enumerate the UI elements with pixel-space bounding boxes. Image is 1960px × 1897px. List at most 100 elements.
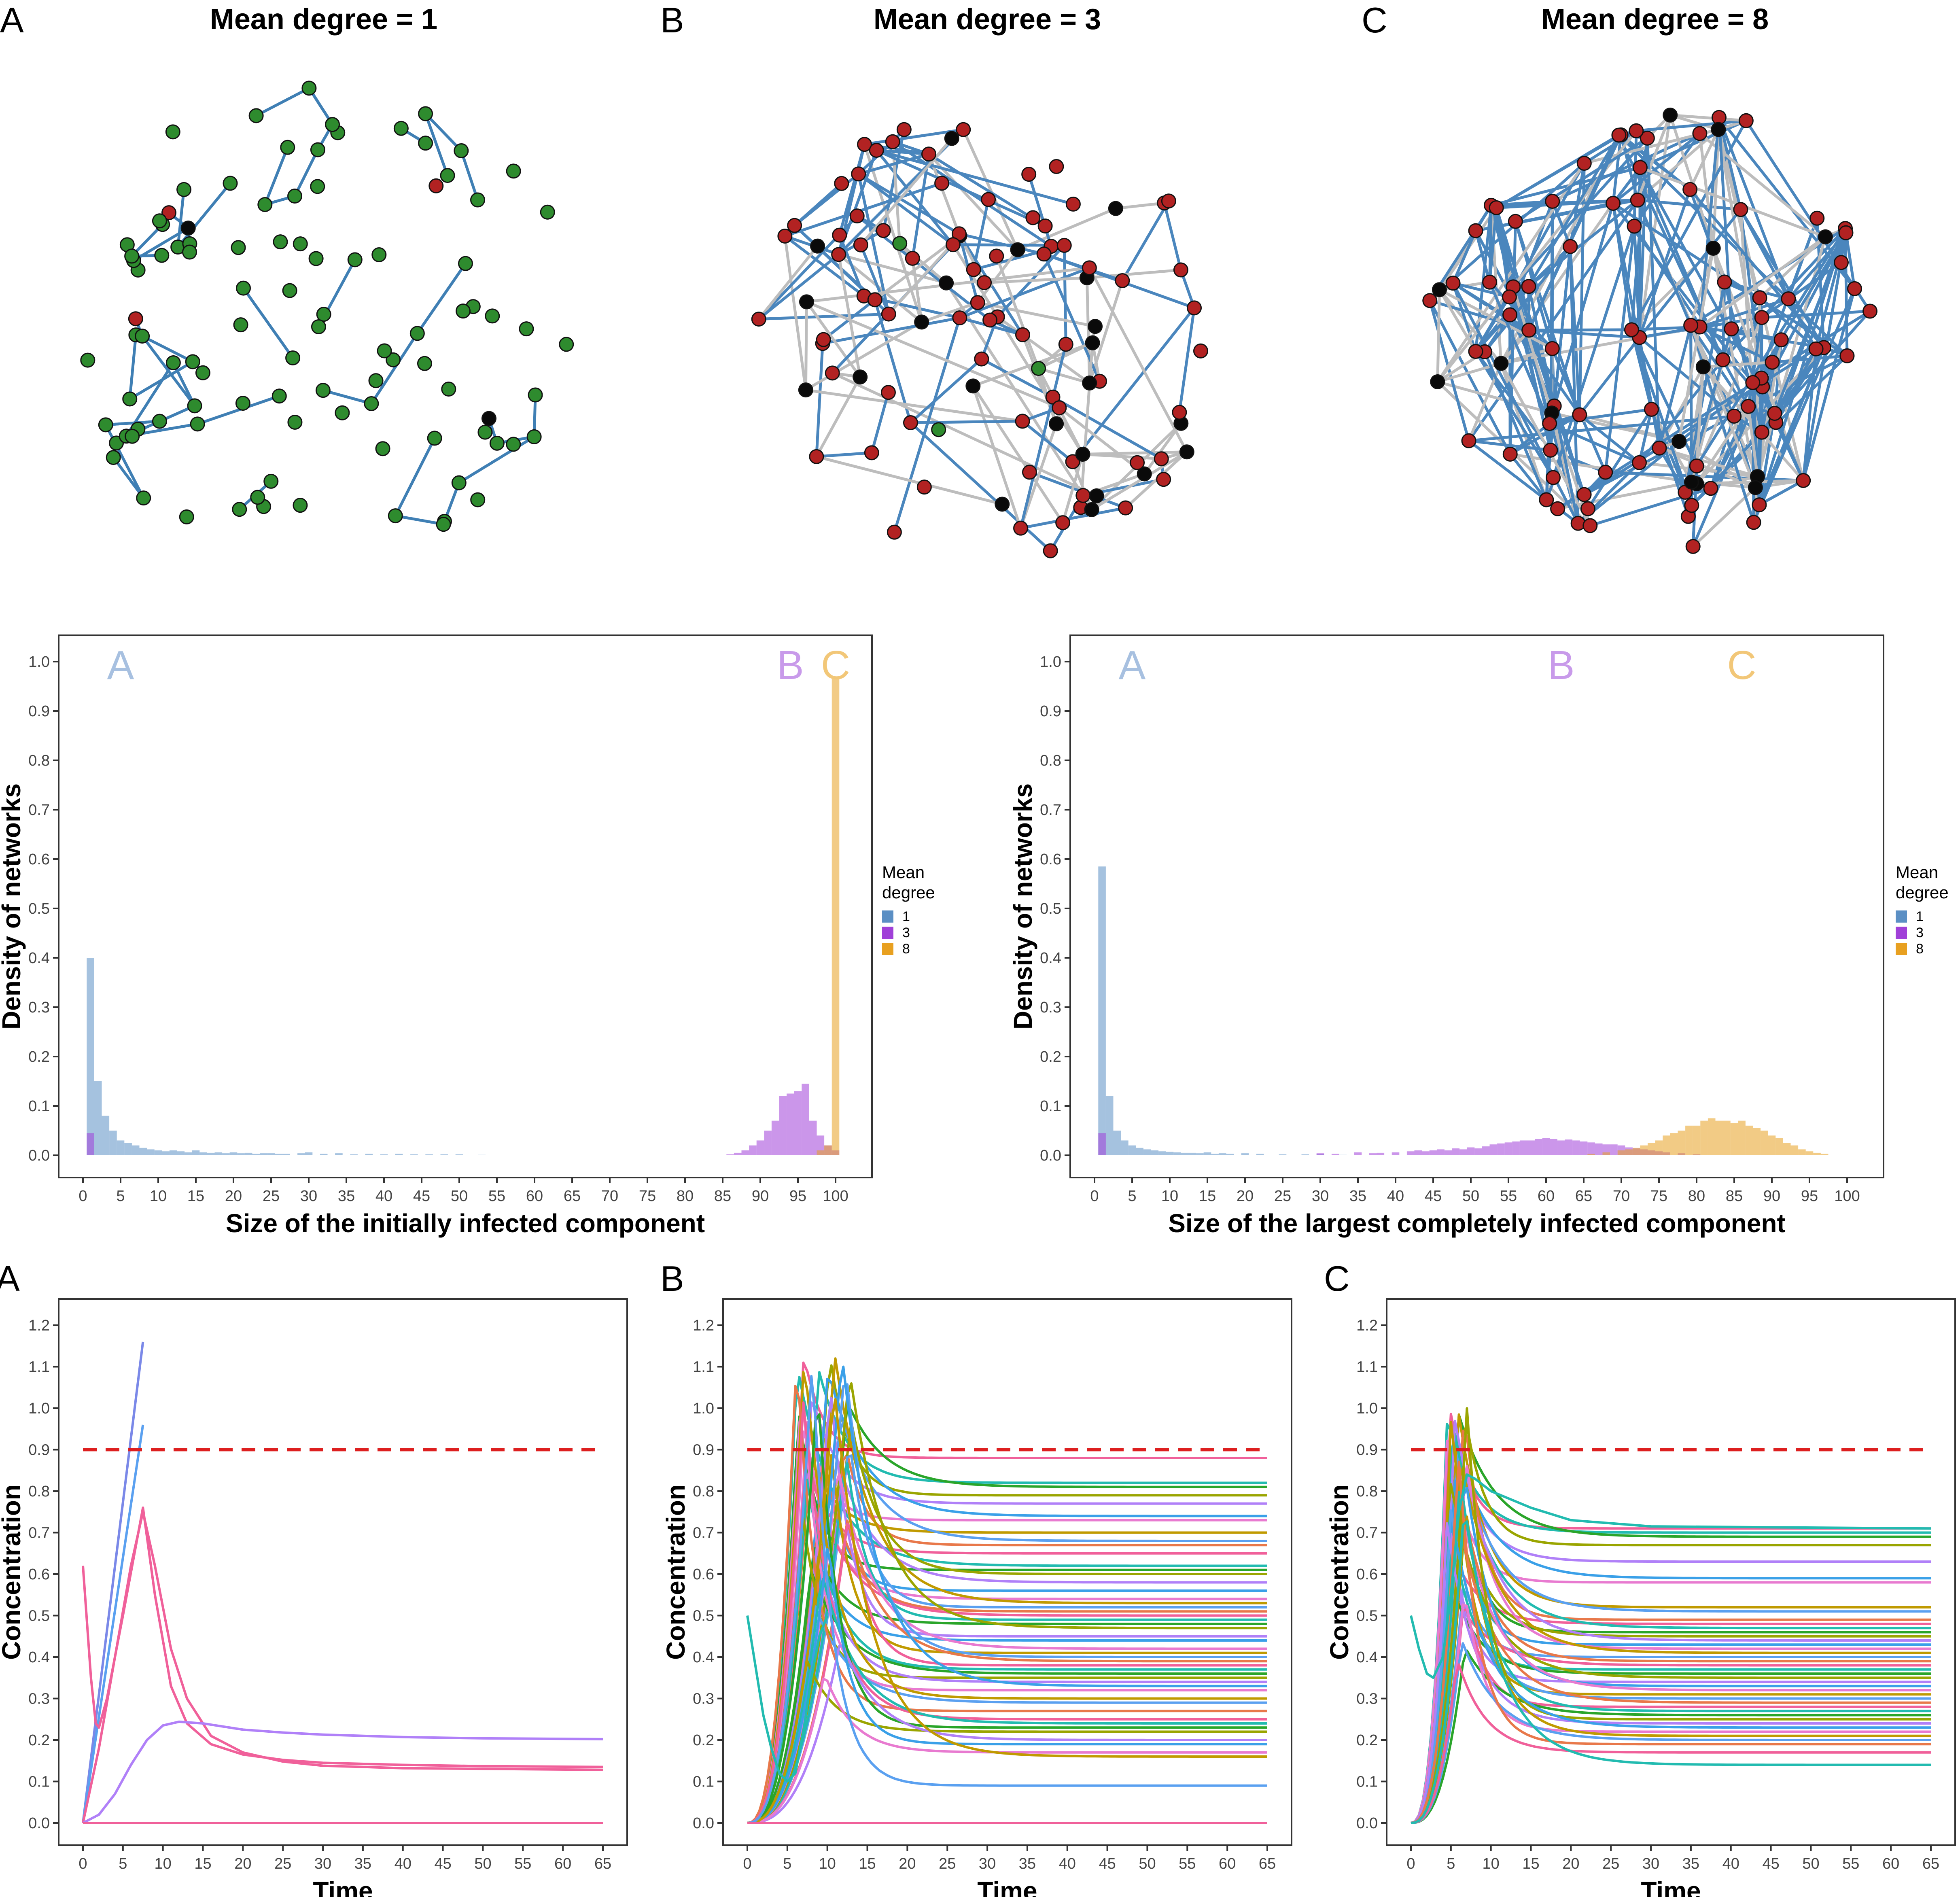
- y-tick-label: 0.3: [693, 1691, 714, 1708]
- histogram-bar: [1798, 1149, 1806, 1155]
- network-node: [287, 414, 303, 430]
- network-node: [1036, 246, 1052, 262]
- x-tick-label: 55: [514, 1855, 531, 1872]
- histogram-bar: [1226, 1154, 1234, 1155]
- network-edge: [857, 174, 890, 314]
- annotation-letter: A: [107, 643, 134, 688]
- x-tick-label: 50: [1139, 1855, 1156, 1872]
- histogram-bar: [1113, 1131, 1121, 1155]
- y-tick-label: 0.6: [693, 1566, 714, 1583]
- histogram-bar: [1685, 1125, 1693, 1155]
- network-edge: [757, 245, 819, 320]
- histogram-bar: [1617, 1150, 1625, 1155]
- network-edge: [1695, 367, 1705, 466]
- network-node: [857, 137, 872, 152]
- x-tick-label: 25: [939, 1855, 956, 1872]
- y-tick-label: 1.2: [28, 1317, 50, 1334]
- plot-frame: [58, 634, 873, 1178]
- network-edge: [1709, 416, 1736, 489]
- network-edge: [1027, 174, 1053, 247]
- x-tick-label: 25: [1274, 1188, 1291, 1205]
- network-node: [418, 106, 433, 121]
- histogram-bar: [1723, 1120, 1731, 1155]
- y-tick-label: 0.4: [1040, 950, 1061, 967]
- y-tick-label: 1.2: [693, 1317, 714, 1334]
- network-node: [849, 208, 865, 224]
- network-node: [1137, 466, 1152, 482]
- network-node: [128, 311, 143, 327]
- y-tick-label: 0.6: [1040, 851, 1061, 868]
- histogram-bar: [252, 1154, 260, 1155]
- legend-title: degree: [882, 883, 935, 902]
- histogram-bar: [1519, 1140, 1527, 1155]
- histogram-bar: [1745, 1125, 1753, 1155]
- x-tick-label: 45: [434, 1855, 451, 1872]
- x-tick-label: 30: [300, 1188, 317, 1205]
- network-edge: [460, 150, 479, 201]
- series-line: [82, 1720, 603, 1824]
- histogram-bar: [1422, 1151, 1430, 1155]
- network-node: [187, 398, 202, 414]
- x-tick-label: 5: [1128, 1188, 1136, 1205]
- network-edge: [1670, 113, 1746, 122]
- network-node: [798, 382, 813, 398]
- network-edge: [857, 172, 960, 235]
- x-tick-label: 55: [1842, 1855, 1859, 1872]
- y-tick-label: 0.2: [28, 1048, 50, 1065]
- network-node: [1663, 107, 1678, 123]
- network-edge: [293, 149, 319, 197]
- series-line: [1411, 1602, 1931, 1824]
- legend-entry: 3: [902, 925, 910, 940]
- network-node: [1796, 473, 1811, 488]
- x-tick-label: 20: [225, 1188, 242, 1205]
- histogram-bar: [1587, 1154, 1595, 1155]
- network-edge: [1019, 423, 1058, 529]
- histogram-bar: [154, 1150, 162, 1155]
- series-line: [747, 1605, 1267, 1824]
- network-edge: [142, 335, 193, 363]
- network-edge: [1684, 282, 1726, 493]
- histogram-bar: [1467, 1147, 1475, 1155]
- y-tick-label: 0.9: [28, 1442, 50, 1459]
- histogram-bar: [1655, 1140, 1663, 1155]
- histogram-bar: [1557, 1140, 1565, 1155]
- network-edge: [972, 385, 1064, 524]
- network-node: [235, 396, 250, 411]
- histogram-bar: [1753, 1128, 1761, 1155]
- series-line: [1411, 1501, 1931, 1824]
- panel-label: A: [0, 0, 24, 40]
- network-edge: [1553, 246, 1572, 406]
- network-node: [1052, 400, 1067, 416]
- histogram-bar: [1331, 1154, 1339, 1155]
- network-node: [232, 502, 247, 517]
- network-edge: [1436, 289, 1441, 382]
- y-tick-label: 0.3: [1356, 1691, 1378, 1708]
- series-line: [1411, 1423, 1931, 1824]
- network-edge: [864, 128, 964, 146]
- network-edge: [1436, 162, 1586, 383]
- network-node: [1058, 337, 1073, 352]
- network-node: [282, 283, 297, 298]
- network-node: [1572, 407, 1587, 422]
- y-tick-label: 0.3: [1040, 999, 1061, 1016]
- series-line: [1411, 1487, 1931, 1824]
- network-node: [165, 124, 180, 140]
- network-edge: [1752, 288, 1856, 523]
- network-edge: [424, 113, 449, 176]
- network-node: [751, 312, 766, 327]
- network-edge: [133, 227, 189, 262]
- histogram-bar: [297, 1153, 305, 1155]
- network-edge: [1717, 117, 1733, 329]
- network-edge: [876, 149, 929, 156]
- network-node: [892, 236, 908, 251]
- network-edge: [972, 199, 990, 270]
- network-node: [966, 262, 981, 277]
- network-edge: [1587, 408, 1653, 510]
- y-tick-label: 0.0: [28, 1815, 50, 1832]
- histogram-bar: [1429, 1150, 1437, 1155]
- network-node: [287, 189, 303, 204]
- network-edge: [870, 392, 890, 453]
- x-tick-label: 0: [743, 1855, 751, 1872]
- series-line: [82, 1424, 144, 1823]
- series-line: [1410, 1473, 1931, 1679]
